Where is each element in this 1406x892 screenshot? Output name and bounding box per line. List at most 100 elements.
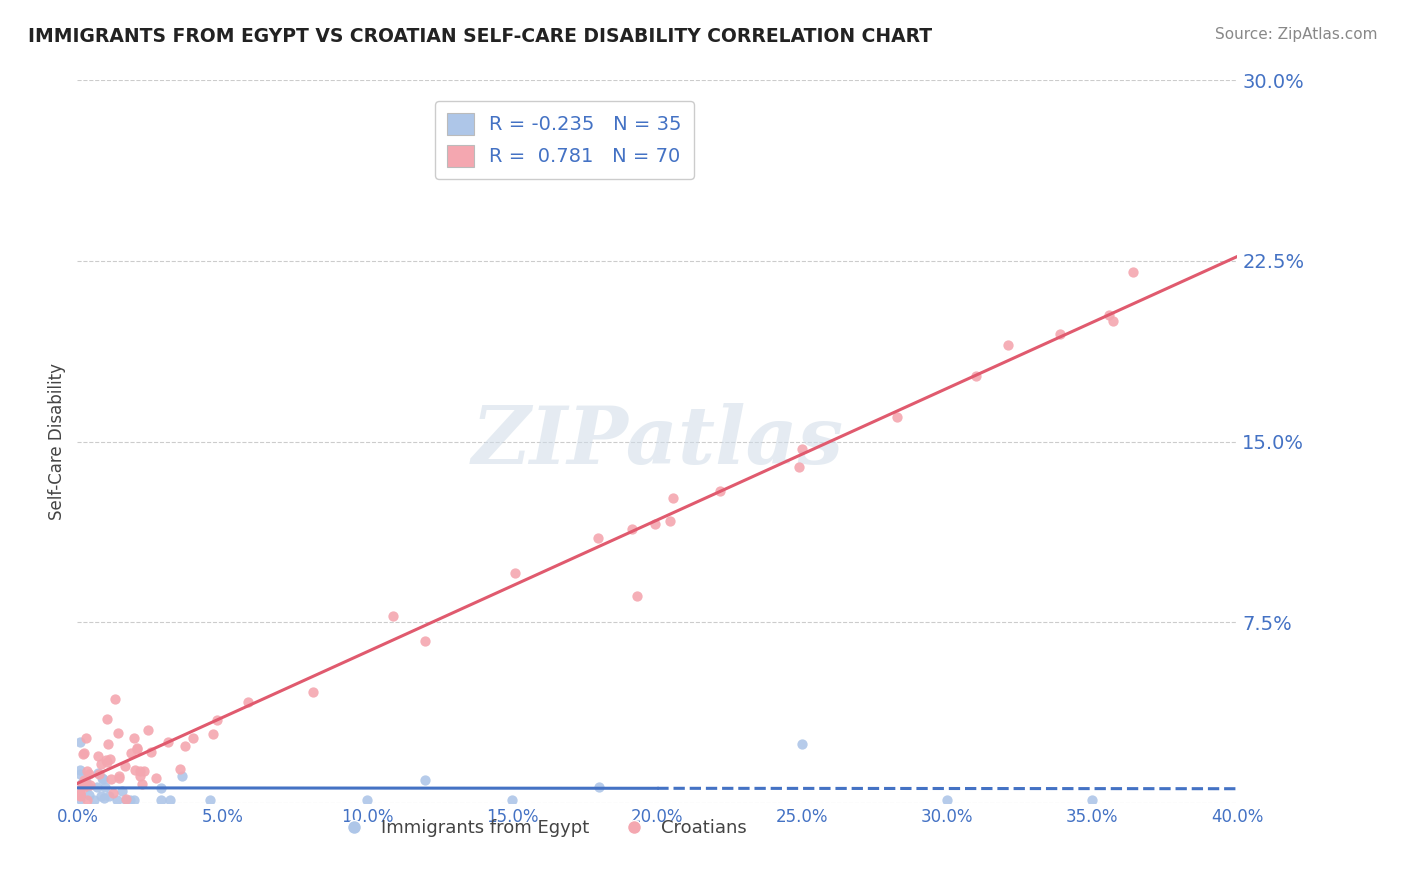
Point: [1081, 793, 1104, 807]
Point: [87, 749, 110, 764]
Point: [72, 779, 94, 793]
Point: [413, 633, 436, 648]
Point: [90, 789, 112, 804]
Point: [69, 787, 91, 801]
Text: IMMIGRANTS FROM EGYPT VS CROATIAN SELF-CARE DISABILITY CORRELATION CHART: IMMIGRANTS FROM EGYPT VS CROATIAN SELF-C…: [28, 27, 932, 45]
Point: [100, 772, 122, 786]
Point: [73, 746, 96, 760]
Point: [620, 523, 643, 537]
Point: [156, 735, 179, 749]
Point: [97, 737, 120, 751]
Point: [173, 739, 195, 754]
Point: [787, 459, 810, 474]
Point: [139, 746, 162, 760]
Point: [90, 772, 112, 786]
Point: [77, 788, 100, 802]
Point: [159, 793, 181, 807]
Point: [87, 765, 110, 780]
Point: [503, 566, 526, 581]
Point: [91, 772, 114, 786]
Point: [128, 764, 150, 778]
Point: [75, 778, 97, 792]
Point: [114, 793, 136, 807]
Point: [132, 764, 155, 778]
Point: [101, 786, 124, 800]
Point: [662, 491, 685, 505]
Point: [86, 780, 108, 794]
Y-axis label: Self-Care Disability: Self-Care Disability: [48, 363, 66, 520]
Point: [1049, 326, 1071, 341]
Point: [73, 780, 96, 795]
Point: [107, 769, 129, 783]
Point: [658, 514, 681, 528]
Point: [114, 759, 136, 773]
Point: [122, 731, 145, 745]
Point: [111, 784, 134, 798]
Point: [136, 723, 159, 737]
Point: [69, 766, 91, 780]
Point: [356, 793, 378, 807]
Point: [93, 791, 115, 805]
Point: [98, 789, 121, 803]
Point: [104, 692, 127, 706]
Point: [1098, 309, 1121, 323]
Point: [76, 764, 98, 779]
Point: [89, 767, 111, 781]
Point: [149, 781, 172, 796]
Point: [170, 769, 193, 783]
Point: [201, 727, 224, 741]
Point: [936, 793, 959, 807]
Point: [128, 769, 150, 783]
Point: [626, 589, 648, 603]
Text: Source: ZipAtlas.com: Source: ZipAtlas.com: [1215, 27, 1378, 42]
Point: [120, 746, 142, 760]
Point: [90, 756, 112, 771]
Point: [115, 792, 138, 806]
Point: [69, 735, 91, 749]
Point: [792, 737, 814, 751]
Point: [588, 531, 610, 545]
Point: [72, 747, 94, 761]
Point: [69, 764, 91, 778]
Point: [83, 793, 105, 807]
Point: [127, 742, 149, 756]
Point: [644, 517, 666, 532]
Point: [1122, 265, 1144, 279]
Point: [96, 712, 118, 726]
Point: [69, 786, 91, 800]
Point: [76, 793, 98, 807]
Point: [98, 752, 121, 766]
Point: [149, 793, 172, 807]
Point: [169, 762, 191, 776]
Point: [382, 609, 405, 624]
Point: [77, 779, 100, 793]
Point: [413, 773, 436, 788]
Point: [790, 442, 813, 457]
Point: [588, 780, 610, 794]
Point: [709, 484, 731, 499]
Point: [125, 741, 148, 756]
Point: [1101, 313, 1123, 327]
Point: [73, 772, 96, 787]
Point: [69, 792, 91, 806]
Point: [94, 753, 117, 767]
Point: [131, 777, 153, 791]
Point: [108, 771, 131, 785]
Point: [198, 793, 221, 807]
Point: [72, 775, 94, 789]
Point: [118, 793, 141, 807]
Point: [122, 793, 145, 807]
Point: [75, 775, 97, 789]
Point: [96, 756, 118, 770]
Point: [205, 713, 228, 727]
Point: [73, 774, 96, 789]
Point: [79, 778, 101, 792]
Text: ZIPatlas: ZIPatlas: [471, 403, 844, 480]
Point: [105, 792, 128, 806]
Point: [69, 788, 91, 802]
Point: [94, 780, 117, 794]
Point: [501, 793, 523, 807]
Point: [236, 695, 259, 709]
Point: [75, 731, 97, 745]
Legend: Immigrants from Egypt, Croatians: Immigrants from Egypt, Croatians: [329, 812, 754, 845]
